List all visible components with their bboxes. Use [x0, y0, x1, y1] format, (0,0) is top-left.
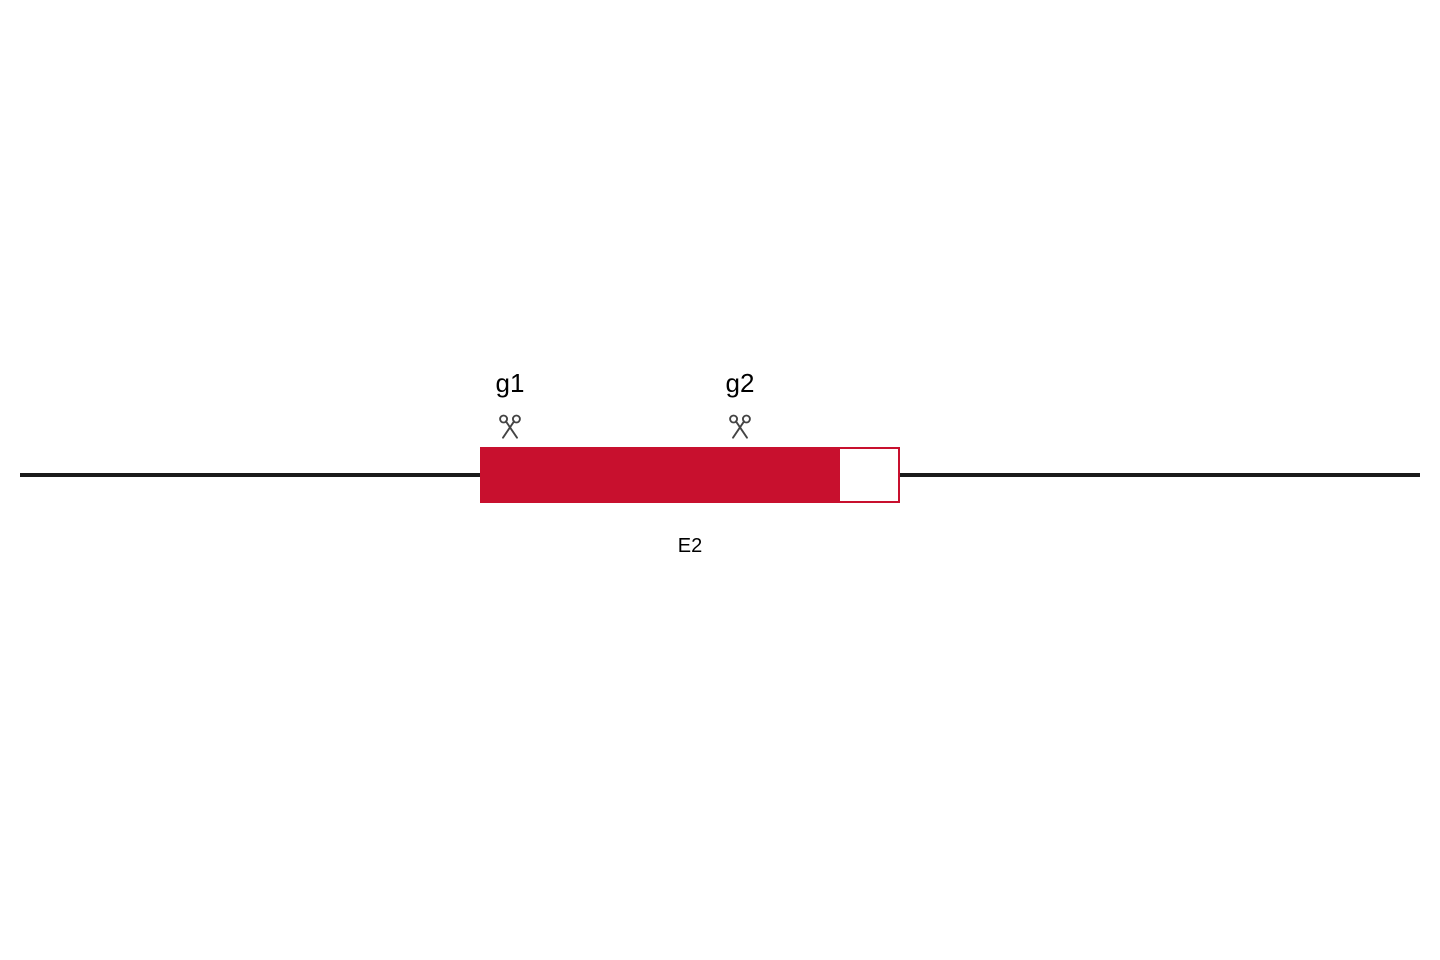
exon-label: E2: [660, 535, 720, 558]
exon-box-fill: [480, 447, 840, 503]
guide-label-g2: g2: [700, 368, 780, 399]
scissors-icon: [726, 412, 754, 440]
guide-label-g1: g1: [470, 368, 550, 399]
scissors-icon: [496, 412, 524, 440]
